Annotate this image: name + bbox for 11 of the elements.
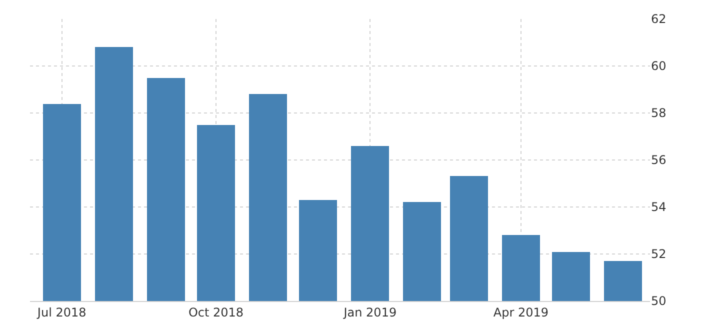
- y-tick-label: 50: [651, 294, 666, 308]
- y-tick-label: 58: [651, 106, 666, 120]
- x-tick-label: Jul 2018: [36, 305, 86, 320]
- y-tick-label: 56: [651, 153, 666, 168]
- x-tick-label: Apr 2019: [493, 305, 549, 320]
- y-tick-label: 62: [651, 12, 666, 26]
- x-tick-label: Oct 2018: [188, 305, 244, 320]
- y-tick-label: 54: [651, 200, 666, 214]
- x-tick-label: Jan 2019: [342, 305, 397, 320]
- y-tick-label: 52: [651, 247, 666, 262]
- y-tick-label: 60: [651, 59, 666, 74]
